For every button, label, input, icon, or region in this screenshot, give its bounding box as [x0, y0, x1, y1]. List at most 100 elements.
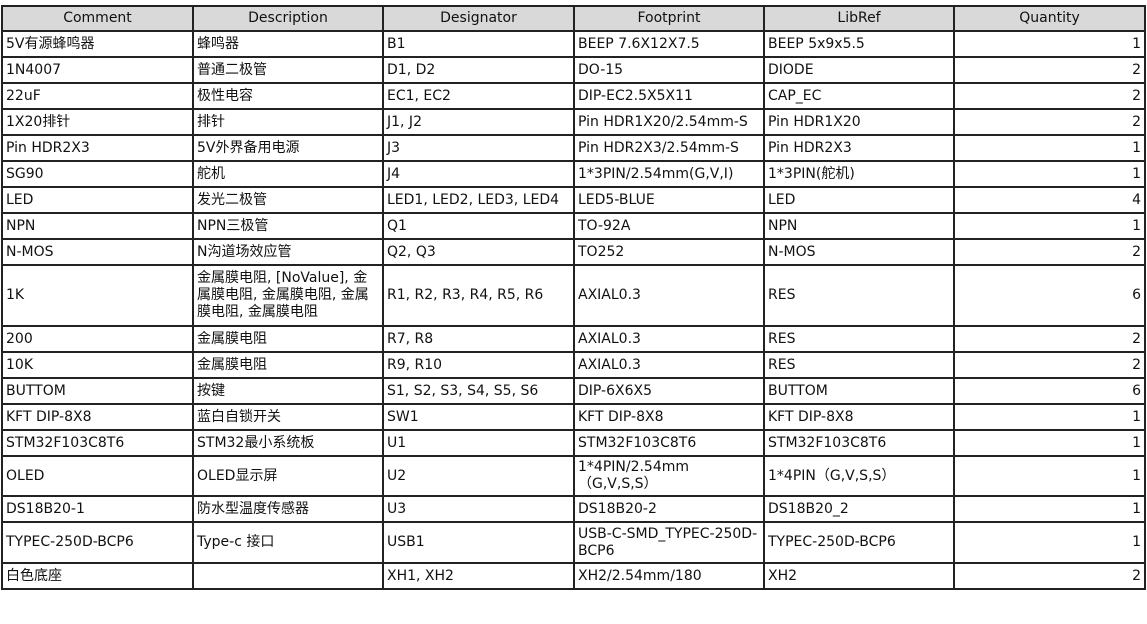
column-header-description[interactable]: Description	[192, 5, 384, 32]
cell-quantity[interactable]: 2	[953, 56, 1146, 84]
cell-designator[interactable]: USB1	[382, 521, 575, 564]
cell-footprint[interactable]: DS18B20-2	[573, 495, 765, 523]
cell-designator[interactable]: J3	[382, 134, 575, 162]
cell-footprint[interactable]: DO-15	[573, 56, 765, 84]
cell-description[interactable]: 金属膜电阻, [NoValue], 金属膜电阻, 金属膜电阻, 金属膜电阻, 金…	[192, 264, 384, 327]
cell-comment[interactable]: BUTTOM	[1, 377, 194, 405]
cell-designator[interactable]: R1, R2, R3, R4, R5, R6	[382, 264, 575, 327]
cell-description[interactable]: 排针	[192, 108, 384, 136]
cell-libref[interactable]: Pin HDR1X20	[763, 108, 955, 136]
cell-libref[interactable]: LED	[763, 186, 955, 214]
cell-comment[interactable]: TYPEC-250D-BCP6	[1, 521, 194, 564]
cell-designator[interactable]: U3	[382, 495, 575, 523]
cell-quantity[interactable]: 1	[953, 429, 1146, 457]
cell-comment[interactable]: N-MOS	[1, 238, 194, 266]
cell-quantity[interactable]: 1	[953, 212, 1146, 240]
cell-footprint[interactable]: DIP-EC2.5X5X11	[573, 82, 765, 110]
cell-quantity[interactable]: 2	[953, 325, 1146, 353]
cell-libref[interactable]: XH2	[763, 562, 955, 590]
cell-comment[interactable]: STM32F103C8T6	[1, 429, 194, 457]
cell-comment[interactable]: KFT DIP-8X8	[1, 403, 194, 431]
cell-description[interactable]: NPN三极管	[192, 212, 384, 240]
cell-description[interactable]: 防水型温度传感器	[192, 495, 384, 523]
cell-footprint[interactable]: 1*3PIN/2.54mm(G,V,I)	[573, 160, 765, 188]
cell-comment[interactable]: Pin HDR2X3	[1, 134, 194, 162]
cell-description[interactable]: 5V外界备用电源	[192, 134, 384, 162]
cell-footprint[interactable]: KFT DIP-8X8	[573, 403, 765, 431]
cell-libref[interactable]: CAP_EC	[763, 82, 955, 110]
cell-comment[interactable]: 22uF	[1, 82, 194, 110]
cell-description[interactable]: STM32最小系统板	[192, 429, 384, 457]
cell-comment[interactable]: 1X20排针	[1, 108, 194, 136]
cell-designator[interactable]: D1, D2	[382, 56, 575, 84]
cell-description[interactable]: 金属膜电阻	[192, 351, 384, 379]
cell-comment[interactable]: LED	[1, 186, 194, 214]
cell-designator[interactable]: B1	[382, 30, 575, 58]
cell-description[interactable]: 按键	[192, 377, 384, 405]
cell-footprint[interactable]: 1*4PIN/2.54mm （G,V,S,S）	[573, 455, 765, 497]
cell-footprint[interactable]: Pin HDR1X20/2.54mm-S	[573, 108, 765, 136]
cell-description[interactable]: 蜂鸣器	[192, 30, 384, 58]
cell-libref[interactable]: RES	[763, 264, 955, 327]
cell-footprint[interactable]: STM32F103C8T6	[573, 429, 765, 457]
cell-libref[interactable]: Pin HDR2X3	[763, 134, 955, 162]
cell-quantity[interactable]: 1	[953, 521, 1146, 564]
cell-quantity[interactable]: 2	[953, 82, 1146, 110]
cell-quantity[interactable]: 1	[953, 160, 1146, 188]
cell-description[interactable]: 极性电容	[192, 82, 384, 110]
cell-designator[interactable]: J4	[382, 160, 575, 188]
cell-designator[interactable]: U1	[382, 429, 575, 457]
cell-libref[interactable]: RES	[763, 325, 955, 353]
cell-designator[interactable]: R7, R8	[382, 325, 575, 353]
cell-quantity[interactable]: 1	[953, 495, 1146, 523]
cell-designator[interactable]: Q1	[382, 212, 575, 240]
cell-designator[interactable]: R9, R10	[382, 351, 575, 379]
cell-libref[interactable]: RES	[763, 351, 955, 379]
cell-footprint[interactable]: TO-92A	[573, 212, 765, 240]
column-header-quantity[interactable]: Quantity	[953, 5, 1146, 32]
cell-quantity[interactable]: 1	[953, 455, 1146, 497]
cell-comment[interactable]: NPN	[1, 212, 194, 240]
cell-footprint[interactable]: DIP-6X6X5	[573, 377, 765, 405]
cell-comment[interactable]: 1K	[1, 264, 194, 327]
cell-quantity[interactable]: 1	[953, 30, 1146, 58]
cell-footprint[interactable]: TO252	[573, 238, 765, 266]
cell-libref[interactable]: BUTTOM	[763, 377, 955, 405]
cell-description[interactable]: 蓝白自锁开关	[192, 403, 384, 431]
column-header-comment[interactable]: Comment	[1, 5, 194, 32]
cell-description[interactable]: 普通二极管	[192, 56, 384, 84]
cell-designator[interactable]: LED1, LED2, LED3, LED4	[382, 186, 575, 214]
cell-footprint[interactable]: XH2/2.54mm/180	[573, 562, 765, 590]
cell-footprint[interactable]: LED5-BLUE	[573, 186, 765, 214]
cell-quantity[interactable]: 6	[953, 377, 1146, 405]
cell-quantity[interactable]: 2	[953, 238, 1146, 266]
cell-libref[interactable]: N-MOS	[763, 238, 955, 266]
cell-libref[interactable]: DIODE	[763, 56, 955, 84]
cell-description[interactable]	[192, 562, 384, 590]
cell-footprint[interactable]: AXIAL0.3	[573, 264, 765, 327]
cell-comment[interactable]: DS18B20-1	[1, 495, 194, 523]
column-header-footprint[interactable]: Footprint	[573, 5, 765, 32]
cell-comment[interactable]: 白色底座	[1, 562, 194, 590]
cell-designator[interactable]: XH1, XH2	[382, 562, 575, 590]
cell-footprint[interactable]: USB-C-SMD_TYPEC-250D-BCP6	[573, 521, 765, 564]
cell-comment[interactable]: 1N4007	[1, 56, 194, 84]
cell-description[interactable]: 金属膜电阻	[192, 325, 384, 353]
cell-designator[interactable]: SW1	[382, 403, 575, 431]
cell-description[interactable]: 发光二极管	[192, 186, 384, 214]
cell-designator[interactable]: J1, J2	[382, 108, 575, 136]
cell-libref[interactable]: KFT DIP-8X8	[763, 403, 955, 431]
cell-footprint[interactable]: Pin HDR2X3/2.54mm-S	[573, 134, 765, 162]
cell-comment[interactable]: OLED	[1, 455, 194, 497]
cell-footprint[interactable]: AXIAL0.3	[573, 351, 765, 379]
cell-libref[interactable]: BEEP 5x9x5.5	[763, 30, 955, 58]
cell-description[interactable]: 舵机	[192, 160, 384, 188]
cell-libref[interactable]: NPN	[763, 212, 955, 240]
cell-description[interactable]: OLED显示屏	[192, 455, 384, 497]
cell-quantity[interactable]: 1	[953, 134, 1146, 162]
cell-designator[interactable]: Q2, Q3	[382, 238, 575, 266]
cell-quantity[interactable]: 2	[953, 562, 1146, 590]
cell-footprint[interactable]: BEEP 7.6X12X7.5	[573, 30, 765, 58]
cell-comment[interactable]: 5V有源蜂鸣器	[1, 30, 194, 58]
cell-libref[interactable]: TYPEC-250D-BCP6	[763, 521, 955, 564]
